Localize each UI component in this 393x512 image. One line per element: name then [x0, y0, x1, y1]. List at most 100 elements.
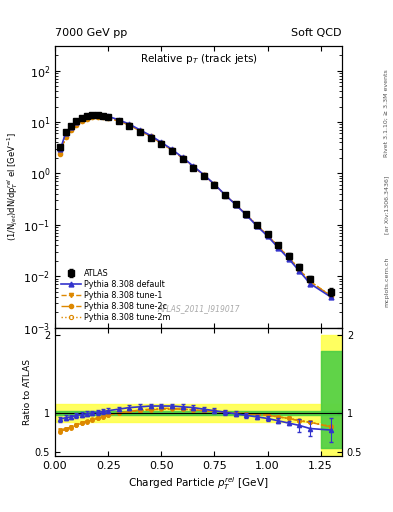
- Pythia 8.308 tune-2c: [127, 122, 132, 129]
- Pythia 8.308 tune-2m: [127, 122, 132, 129]
- Pythia 8.308 tune-2m: [69, 127, 73, 133]
- Pythia 8.308 tune-2m: [265, 232, 270, 238]
- Pythia 8.308 tune-2m: [159, 140, 163, 146]
- Pythia 8.308 tune-2m: [63, 134, 68, 140]
- Pythia 8.308 tune-1: [74, 121, 79, 127]
- Pythia 8.308 tune-2m: [308, 279, 312, 285]
- Text: Soft QCD: Soft QCD: [292, 28, 342, 38]
- Pythia 8.308 default: [106, 113, 110, 119]
- Pythia 8.308 tune-2c: [138, 127, 142, 134]
- Legend: ATLAS, Pythia 8.308 default, Pythia 8.308 tune-1, Pythia 8.308 tune-2c, Pythia 8: ATLAS, Pythia 8.308 default, Pythia 8.30…: [59, 267, 172, 324]
- Pythia 8.308 tune-1: [116, 118, 121, 124]
- Pythia 8.308 default: [74, 119, 79, 125]
- Pythia 8.308 tune-2c: [265, 232, 270, 238]
- Pythia 8.308 tune-2c: [297, 266, 302, 272]
- Pythia 8.308 default: [90, 112, 95, 118]
- Pythia 8.308 tune-2m: [106, 115, 110, 121]
- Pythia 8.308 tune-2c: [180, 155, 185, 161]
- Line: Pythia 8.308 tune-2c: Pythia 8.308 tune-2c: [58, 115, 333, 298]
- Pythia 8.308 tune-2m: [233, 201, 238, 207]
- Text: Relative p$_T$ (track jets): Relative p$_T$ (track jets): [140, 52, 257, 66]
- Pythia 8.308 tune-2c: [191, 164, 195, 170]
- Pythia 8.308 tune-2c: [212, 181, 217, 187]
- Pythia 8.308 default: [244, 212, 249, 218]
- Line: Pythia 8.308 default: Pythia 8.308 default: [58, 113, 334, 300]
- Pythia 8.308 default: [148, 133, 153, 139]
- Pythia 8.308 tune-2m: [297, 266, 302, 272]
- Pythia 8.308 default: [191, 163, 195, 169]
- Pythia 8.308 tune-2c: [148, 133, 153, 139]
- Pythia 8.308 tune-1: [79, 118, 84, 124]
- Pythia 8.308 tune-2c: [169, 147, 174, 153]
- Pythia 8.308 tune-2m: [286, 254, 291, 261]
- Pythia 8.308 tune-2c: [286, 254, 291, 261]
- Pythia 8.308 default: [79, 115, 84, 121]
- Pythia 8.308 tune-2c: [244, 211, 249, 218]
- Pythia 8.308 tune-1: [138, 128, 142, 134]
- Pythia 8.308 tune-2c: [74, 122, 79, 128]
- Pythia 8.308 tune-1: [223, 192, 228, 198]
- Pythia 8.308 tune-2m: [180, 155, 185, 161]
- Pythia 8.308 tune-1: [191, 164, 195, 170]
- Pythia 8.308 tune-1: [95, 114, 100, 120]
- Pythia 8.308 tune-1: [329, 293, 334, 299]
- Pythia 8.308 tune-1: [148, 134, 153, 140]
- Pythia 8.308 default: [127, 121, 132, 127]
- Pythia 8.308 tune-1: [84, 116, 89, 122]
- Pythia 8.308 tune-1: [101, 114, 105, 120]
- Pythia 8.308 tune-2m: [212, 181, 217, 187]
- Pythia 8.308 tune-2c: [308, 279, 312, 285]
- Pythia 8.308 default: [276, 245, 281, 251]
- Pythia 8.308 tune-2c: [79, 118, 84, 124]
- Pythia 8.308 tune-1: [255, 222, 259, 228]
- Pythia 8.308 tune-2m: [191, 164, 195, 170]
- Pythia 8.308 tune-2c: [101, 114, 105, 120]
- Pythia 8.308 tune-1: [286, 254, 291, 261]
- Pythia 8.308 tune-2m: [329, 293, 334, 299]
- Pythia 8.308 tune-1: [276, 243, 281, 249]
- Pythia 8.308 tune-2m: [101, 114, 105, 120]
- Pythia 8.308 tune-2c: [116, 118, 121, 124]
- Pythia 8.308 tune-1: [90, 114, 95, 120]
- Pythia 8.308 tune-2m: [276, 243, 281, 249]
- Pythia 8.308 tune-2c: [329, 293, 334, 299]
- Pythia 8.308 tune-2m: [95, 114, 100, 120]
- Pythia 8.308 default: [116, 117, 121, 123]
- Pythia 8.308 tune-2c: [84, 116, 89, 122]
- Pythia 8.308 default: [138, 127, 142, 133]
- Pythia 8.308 tune-1: [202, 172, 206, 178]
- Pythia 8.308 default: [58, 146, 63, 153]
- Pythia 8.308 tune-2c: [90, 114, 95, 120]
- Pythia 8.308 tune-2m: [138, 128, 142, 134]
- Pythia 8.308 tune-1: [169, 147, 174, 153]
- Pythia 8.308 tune-1: [233, 201, 238, 207]
- Pythia 8.308 tune-2c: [223, 192, 228, 198]
- Pythia 8.308 tune-1: [244, 211, 249, 218]
- Pythia 8.308 tune-1: [106, 115, 110, 121]
- Pythia 8.308 tune-2c: [159, 140, 163, 146]
- Pythia 8.308 tune-2m: [116, 118, 121, 124]
- Text: [ar Xiv:1306.3436]: [ar Xiv:1306.3436]: [384, 176, 389, 234]
- Pythia 8.308 default: [84, 113, 89, 119]
- Pythia 8.308 default: [95, 112, 100, 118]
- Pythia 8.308 default: [265, 233, 270, 239]
- Pythia 8.308 tune-2m: [58, 150, 63, 156]
- Pythia 8.308 tune-1: [63, 134, 68, 140]
- Pythia 8.308 tune-2m: [223, 192, 228, 198]
- Pythia 8.308 tune-2c: [63, 134, 68, 140]
- Y-axis label: (1/N$_{jet}$)dN/dp$^{rel}_{T}$ el [GeV$^{-1}$]: (1/N$_{jet}$)dN/dp$^{rel}_{T}$ el [GeV$^…: [6, 133, 20, 241]
- Pythia 8.308 tune-2m: [148, 134, 153, 140]
- Pythia 8.308 default: [223, 192, 228, 198]
- Pythia 8.308 tune-2c: [58, 151, 63, 157]
- Line: Pythia 8.308 tune-2m: Pythia 8.308 tune-2m: [58, 115, 333, 298]
- Pythia 8.308 tune-2c: [255, 222, 259, 228]
- Pythia 8.308 tune-1: [180, 155, 185, 161]
- Pythia 8.308 tune-1: [127, 122, 132, 129]
- Pythia 8.308 tune-2c: [276, 243, 281, 249]
- Pythia 8.308 default: [63, 130, 68, 136]
- Pythia 8.308 default: [69, 124, 73, 130]
- Text: mcplots.cern.ch: mcplots.cern.ch: [384, 257, 389, 307]
- Pythia 8.308 default: [297, 268, 302, 274]
- Pythia 8.308 tune-2c: [233, 201, 238, 207]
- X-axis label: Charged Particle $p^{rel}_{T}$ [GeV]: Charged Particle $p^{rel}_{T}$ [GeV]: [128, 475, 269, 492]
